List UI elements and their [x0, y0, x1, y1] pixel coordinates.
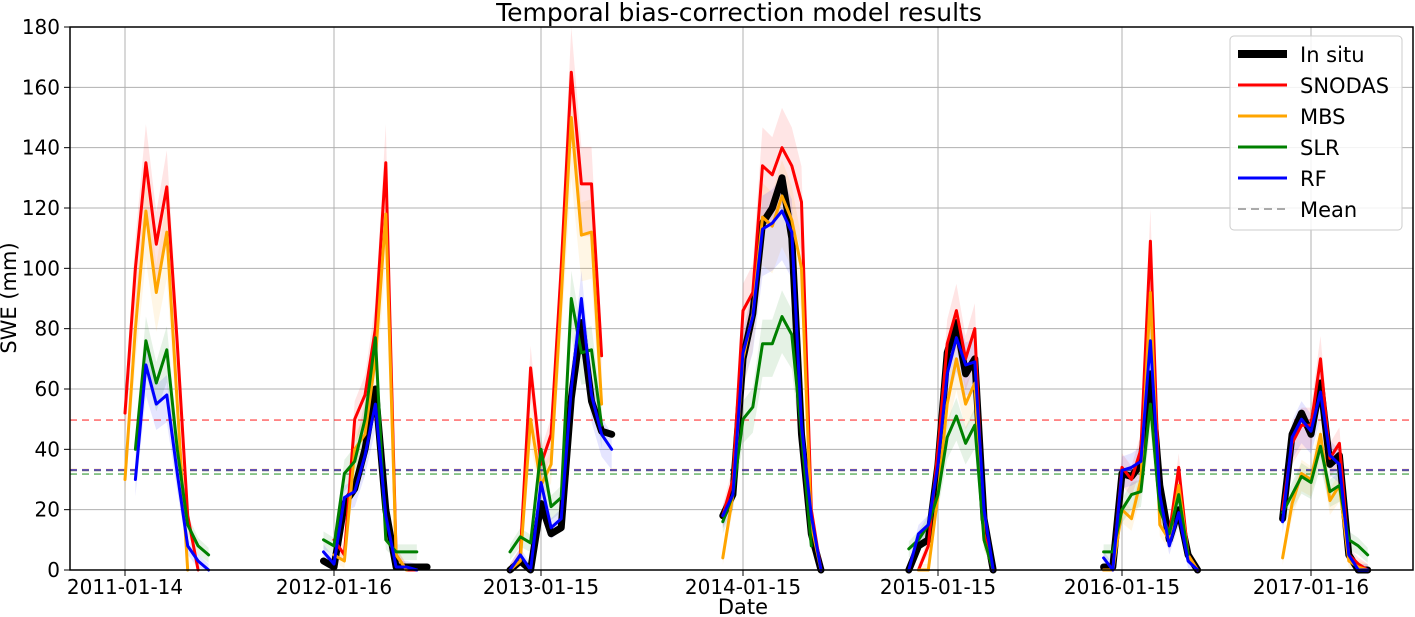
series-line	[508, 116, 604, 572]
y-tick-label: 140	[22, 136, 60, 160]
legend-label: MBS	[1300, 105, 1346, 129]
legend-label: RF	[1300, 167, 1327, 191]
legend-label: Mean	[1300, 198, 1357, 222]
x-axis-ticks: 2011-01-14 2012-01-16 2013-01-15 2014-01-15…	[67, 570, 1369, 599]
y-tick-label: 180	[22, 15, 60, 39]
y-axis-ticks: 0 20 40 60 80 100 120 140 160 180	[22, 15, 70, 582]
chart-title: Temporal bias-correction model results	[495, 0, 982, 27]
series-line	[721, 146, 823, 572]
series-line	[123, 161, 200, 572]
series-line	[1281, 444, 1370, 557]
series-line	[1281, 357, 1370, 572]
uncertainty-band	[135, 342, 209, 570]
x-tick-label: 2017-01-16	[1253, 575, 1369, 599]
uncertainty-band	[722, 290, 812, 555]
y-tick-label: 80	[35, 317, 60, 341]
series-line	[322, 336, 419, 554]
plot-frame	[69, 26, 1414, 571]
y-tick-label: 120	[22, 196, 60, 220]
x-tick-label: 2015-01-15	[880, 575, 996, 599]
series-line	[322, 402, 419, 572]
x-tick-label: 2012-01-16	[276, 575, 392, 599]
series-line	[907, 336, 995, 572]
y-tick-label: 40	[35, 437, 60, 461]
legend-label: In situ	[1300, 43, 1365, 67]
uncertainty-band	[1282, 417, 1368, 570]
uncertainty-band	[722, 107, 821, 571]
series-line	[133, 363, 211, 572]
y-tick-label: 60	[35, 377, 60, 401]
y-axis-title: SWE (mm)	[0, 242, 21, 353]
x-tick-label: 2016-01-15	[1064, 575, 1180, 599]
series-line	[721, 209, 823, 572]
uncertainty-band	[1103, 208, 1198, 571]
series-line	[721, 315, 813, 548]
uncertainty-band	[1103, 384, 1189, 563]
legend-label: SNODAS	[1300, 74, 1389, 98]
series-line	[1281, 390, 1370, 572]
series-line	[123, 209, 190, 572]
series-line	[332, 212, 408, 572]
x-tick-label: 2013-01-15	[483, 575, 599, 599]
legend-label: SLR	[1300, 136, 1340, 160]
legend: In situ SNODAS MBS SLR RF Mean	[1229, 35, 1403, 231]
grid	[70, 26, 1413, 571]
series-line	[133, 339, 211, 557]
y-tick-label: 0	[47, 558, 60, 582]
x-tick-label: 2011-01-14	[67, 575, 183, 599]
x-axis-title: Date	[718, 595, 768, 617]
y-tick-label: 20	[35, 498, 60, 522]
y-tick-label: 100	[22, 256, 60, 280]
series-line	[508, 297, 614, 572]
series-line	[1102, 339, 1200, 572]
y-tick-label: 160	[22, 75, 60, 99]
mean-lines	[70, 419, 1413, 475]
x-tick-label: 2014-01-15	[685, 575, 801, 599]
series-line	[907, 414, 995, 572]
series-line	[508, 70, 604, 572]
series-lines	[123, 70, 1372, 574]
